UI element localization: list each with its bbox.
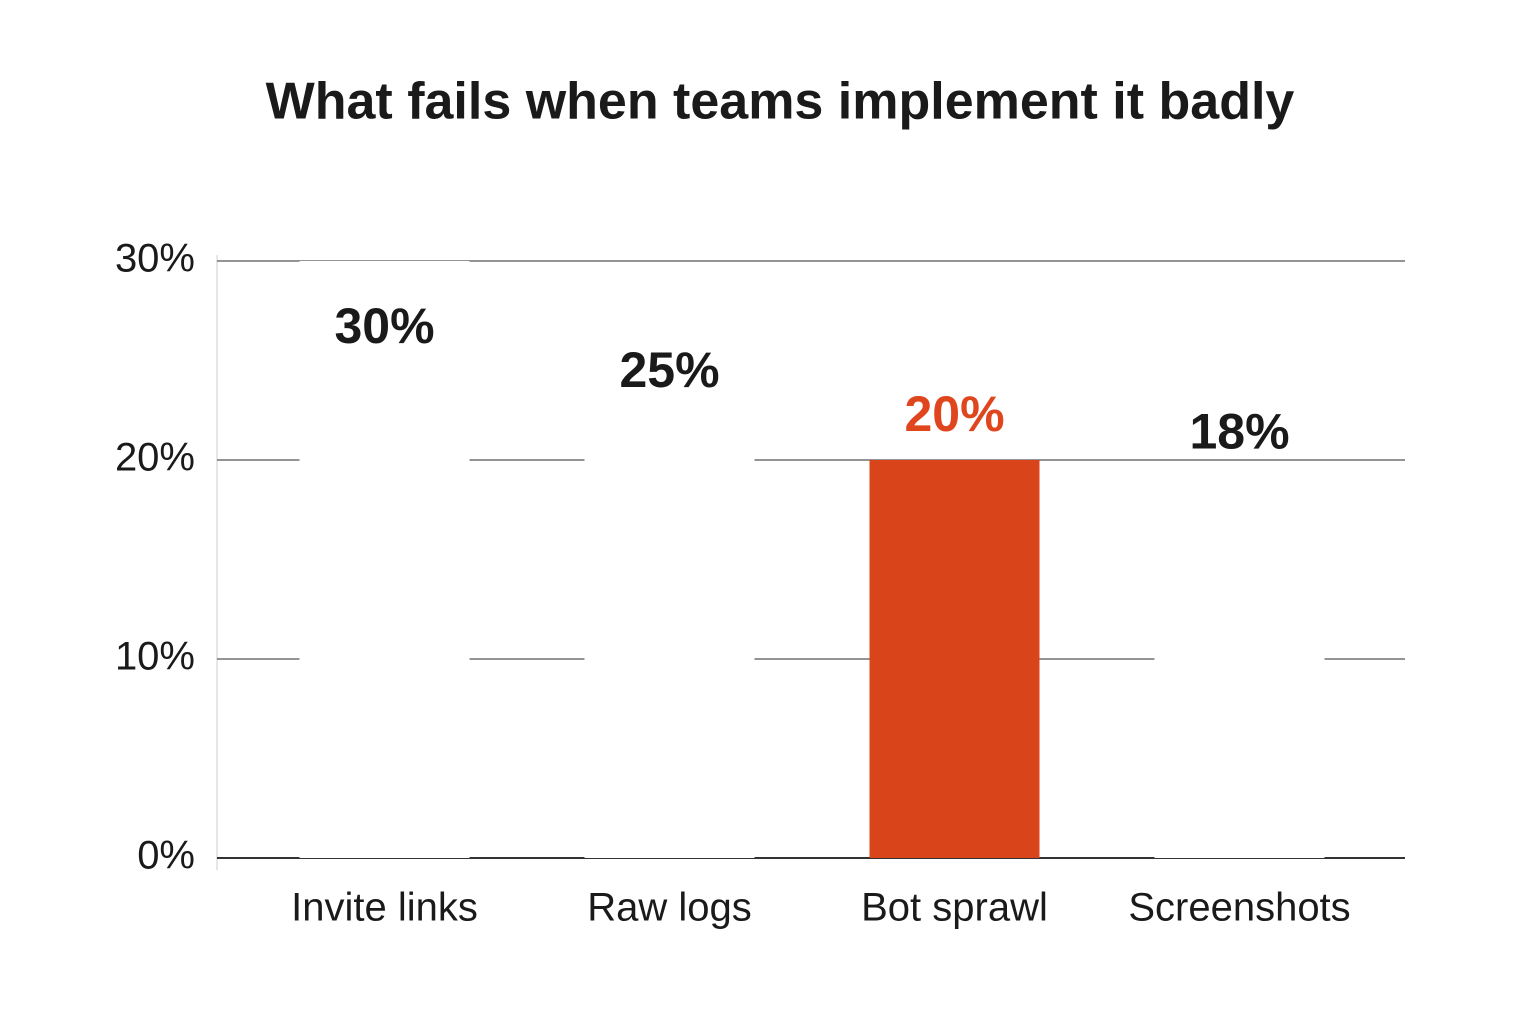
y-tick-label: 30% bbox=[115, 237, 195, 281]
bar bbox=[584, 360, 755, 858]
value-label: 25% bbox=[619, 342, 719, 398]
bar bbox=[299, 261, 470, 858]
value-label: 20% bbox=[904, 386, 1004, 442]
x-tick-label: Invite links bbox=[291, 886, 478, 930]
x-tick-label: Bot sprawl bbox=[861, 886, 1048, 930]
x-tick-label: Screenshots bbox=[1128, 886, 1350, 930]
x-tick-label: Raw logs bbox=[587, 886, 752, 930]
value-label: 18% bbox=[1189, 403, 1289, 459]
bar bbox=[1154, 499, 1325, 858]
y-tick-label: 0% bbox=[137, 834, 195, 878]
y-tick-label: 10% bbox=[115, 635, 195, 679]
chart-title: What fails when teams implement it badly bbox=[266, 73, 1295, 131]
value-label: 30% bbox=[334, 298, 434, 354]
bar bbox=[869, 460, 1040, 858]
y-tick-label: 20% bbox=[115, 436, 195, 480]
